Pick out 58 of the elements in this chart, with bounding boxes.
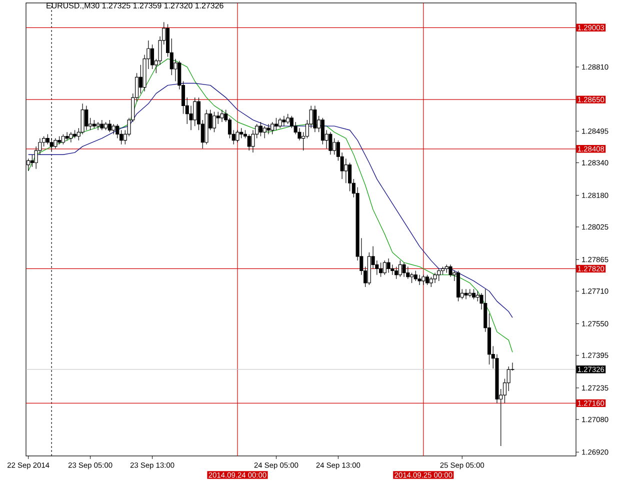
candlestick [406,266,410,280]
candlestick [69,132,73,143]
candlestick [258,122,262,137]
candlestick [429,276,433,288]
candlestick [402,262,406,278]
candlestick [108,120,112,132]
line-series [28,58,513,353]
candlestick [382,260,386,276]
candlestick [422,274,426,286]
candlestick [290,116,294,128]
candlestick [266,124,270,135]
candlestick [379,262,383,278]
candlestick [506,366,510,392]
candlestick [150,44,154,70]
candlestick [236,130,240,143]
candlestick [332,138,336,155]
candlestick [313,105,317,132]
candlestick [120,130,124,145]
candlestick [30,154,34,168]
candlestick [414,270,418,282]
candlestick [472,288,476,300]
candlestick [448,264,452,278]
candlestick [286,114,290,124]
candlestick [476,290,480,302]
candlestick [228,118,232,139]
candlestick [328,132,332,155]
candlestick [84,105,88,130]
candlestick [320,118,324,145]
candlestick [270,122,274,135]
candlestick [54,138,58,149]
candlestick [193,97,197,126]
candlestick [464,288,468,300]
candlestick [212,112,216,132]
candlestick [386,258,390,274]
candlestick [348,162,352,192]
candlestick [80,103,84,135]
candlestick [274,118,278,130]
candlestick [96,122,100,130]
candlestick [433,272,437,284]
candlestick [426,274,430,286]
candlestick [398,260,402,278]
candlestick [278,118,282,128]
candlestick [410,272,414,284]
candlestick [437,268,441,282]
candlestick [262,126,266,139]
candlestick [282,116,286,126]
candlestick [247,134,251,151]
candlestick [116,124,120,139]
candlestick [394,266,398,280]
candlestick [100,120,104,130]
candlestick [220,109,224,122]
candlestick [216,112,220,124]
candlestick [65,132,69,141]
candlestick [418,274,422,286]
candlestick [61,134,65,145]
candlestick [112,124,116,135]
candlestick [344,158,348,184]
candlestick [240,128,244,139]
